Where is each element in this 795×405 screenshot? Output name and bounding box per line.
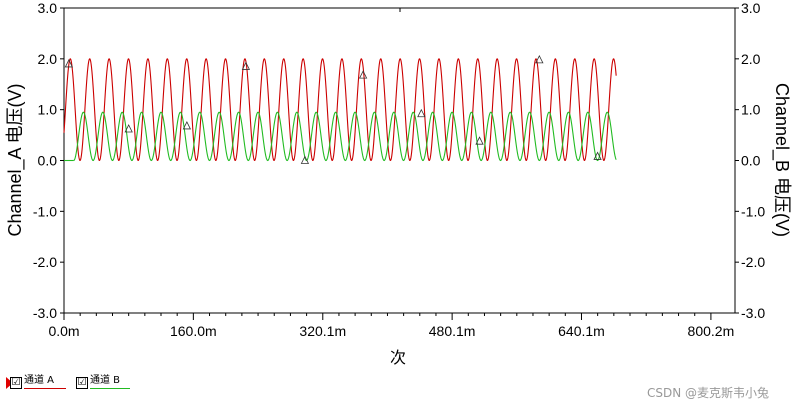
data-marker — [535, 54, 544, 64]
data-marker — [64, 59, 73, 68]
y-tick-label-left: 2.0 — [38, 51, 58, 67]
legend-swatch-b — [90, 388, 130, 389]
active-channel-marker — [6, 377, 13, 389]
chart-axes: 3.0 3.0 2.0 2.0 1.0 1.0 0.0 0.0 -1.0 -1.0 -2.0 -2.0… — [33, 0, 765, 339]
plot-frame — [63, 7, 736, 314]
x-tick-label: 480.1m — [429, 323, 476, 339]
data-marker — [182, 121, 192, 130]
y-tick-label-left: -2.0 — [33, 254, 57, 270]
y-tick-label-left: -3.0 — [33, 305, 57, 321]
chart-series — [63, 58, 617, 162]
legend-checkbox-b[interactable]: ☑ — [76, 377, 88, 389]
y-tick-label-left: 1.0 — [38, 102, 58, 118]
y-tick-label-left: -1.0 — [33, 203, 57, 219]
y-tick-label-right: 1.0 — [741, 102, 761, 118]
y-tick-label-right: -2.0 — [741, 254, 765, 270]
watermark: CSDN @麦克斯韦小兔 — [646, 386, 769, 400]
x-tick-label: 640.1m — [558, 323, 605, 339]
y-tick-label-right: -3.0 — [741, 305, 765, 321]
oscilloscope-chart: 3.0 3.0 2.0 2.0 1.0 1.0 0.0 0.0 -1.0 -1.0 -2.0 -2.0… — [5, 0, 792, 367]
y-axis-left-label: Channel_A 电压(V) — [5, 83, 26, 236]
x-tick-label: 160.0m — [170, 323, 217, 339]
legend-checkbox-a[interactable]: ☑ — [10, 377, 22, 389]
legend-swatch-a — [24, 388, 66, 389]
x-tick-label: 800.2m — [688, 323, 735, 339]
x-tick-label: 0.0m — [48, 323, 79, 339]
y-tick-label-left: 3.0 — [38, 0, 58, 16]
y-tick-label-right: 2.0 — [741, 51, 761, 67]
y-tick-label-right: -1.0 — [741, 203, 765, 219]
series-line-channel-a — [63, 58, 617, 162]
legend-item-channel-a[interactable]: ☑ 通道 A — [10, 371, 70, 393]
data-marker — [241, 61, 251, 70]
data-marker — [417, 108, 426, 118]
y-tick-label-right: 0.0 — [741, 153, 761, 169]
x-tick-label: 320.1m — [299, 323, 346, 339]
data-marker — [300, 155, 310, 164]
chart-markers — [64, 54, 602, 164]
series-line-channel-b — [73, 111, 617, 162]
legend-label-b: 通道 B — [90, 375, 121, 386]
data-marker — [593, 151, 602, 160]
data-marker — [358, 70, 368, 79]
x-axis-label: 次 — [390, 348, 406, 367]
data-marker — [124, 124, 133, 133]
legend-label-a: 通道 A — [24, 375, 55, 386]
y-tick-label-right: 3.0 — [741, 0, 761, 16]
y-axis-right-label: Channel_B 电压(V) — [771, 83, 792, 237]
y-tick-label-left: 0.0 — [38, 153, 58, 169]
data-marker — [475, 136, 484, 145]
legend-item-channel-b[interactable]: ☑ 通道 B — [76, 371, 136, 393]
